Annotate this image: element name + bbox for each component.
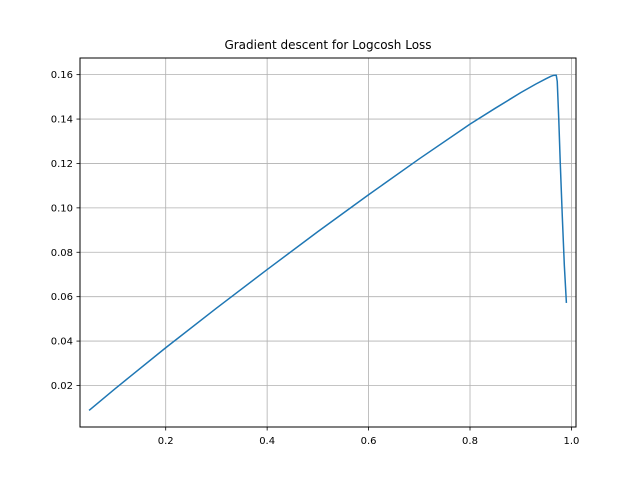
series-group bbox=[88, 74, 568, 411]
series-line bbox=[88, 74, 568, 411]
y-tick-label: 0.12 bbox=[51, 159, 73, 170]
y-tick-label: 0.16 bbox=[51, 70, 73, 81]
y-axis: 0.02 0.04 0.06 0.08 0.10 0.12 0.14 0.16 bbox=[51, 70, 80, 392]
x-axis: 0.2 0.4 0.6 0.8 1.0 bbox=[158, 427, 579, 447]
y-tick-label: 0.06 bbox=[51, 292, 73, 303]
y-tick-label: 0.02 bbox=[51, 381, 73, 392]
chart-title: Gradient descent for Logcosh Loss bbox=[224, 38, 431, 52]
grid bbox=[80, 58, 576, 427]
x-tick-label: 0.6 bbox=[361, 436, 377, 447]
x-tick-label: 0.8 bbox=[462, 436, 478, 447]
x-tick-label: 1.0 bbox=[563, 436, 579, 447]
x-tick-label: 0.4 bbox=[259, 436, 275, 447]
y-tick-label: 0.10 bbox=[51, 203, 73, 214]
y-tick-label: 0.04 bbox=[51, 337, 73, 348]
x-tick-label: 0.2 bbox=[158, 436, 174, 447]
y-tick-label: 0.08 bbox=[51, 248, 73, 259]
y-tick-label: 0.14 bbox=[51, 115, 73, 126]
plot-frame bbox=[79, 57, 577, 428]
